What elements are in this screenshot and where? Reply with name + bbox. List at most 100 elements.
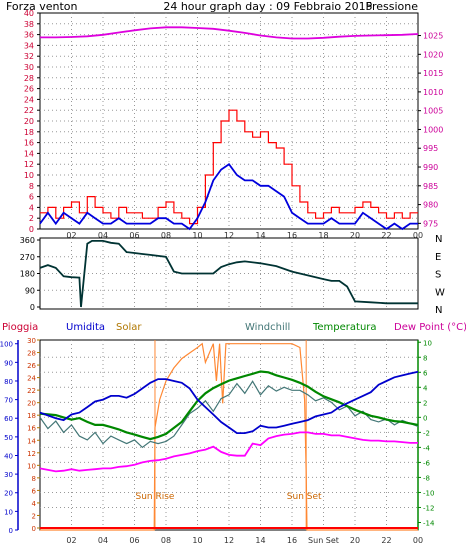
pressure-tick-label: 1025 — [423, 32, 443, 41]
solar-tick-label: 14 — [27, 437, 36, 445]
wind-tick-label: 0 — [29, 225, 34, 234]
compass-label: W — [435, 287, 445, 298]
solar-tick-label: 6 — [32, 487, 37, 495]
temperature-tick-label: -4 — [423, 444, 431, 452]
wind-tick-label: 26 — [24, 85, 34, 94]
legend-label: Temperatura — [312, 322, 377, 333]
solar-tick-label: 16 — [27, 425, 36, 433]
temperature-tick-label: 0 — [423, 414, 427, 422]
solar-tick-label: 26 — [27, 362, 36, 370]
wind-tick-label: 22 — [24, 106, 34, 115]
x-tick-label: 16 — [287, 231, 297, 240]
legend-label: Solar — [116, 322, 142, 333]
x-tick-label: 14 — [255, 231, 265, 240]
legend-label: Umidita — [66, 322, 105, 333]
x-tick-label: 08 — [161, 231, 171, 240]
temperature-tick-label: 6 — [423, 369, 428, 377]
temperature-tick-label: -6 — [423, 459, 431, 467]
temperature-tick-label: 10 — [423, 339, 432, 347]
solar-tick-label: 30 — [27, 337, 36, 345]
sun-rise-label: Sun Rise — [135, 492, 174, 502]
wind-tick-label: 28 — [24, 74, 34, 83]
legend-label: Dew Point (°C) — [394, 322, 466, 333]
x-tick-label: 22 — [381, 536, 391, 545]
x-tick-label: 18 — [318, 231, 328, 240]
x-tick-label: 04 — [98, 231, 108, 240]
pressure-tick-label: 1005 — [423, 107, 443, 116]
humidity-tick-label: 80 — [4, 378, 13, 386]
wind-tick-label: 14 — [24, 149, 34, 158]
temperature-tick-label: -2 — [423, 429, 430, 437]
wind-tick-label: 34 — [24, 41, 34, 50]
humidity-tick-label: 20 — [4, 490, 13, 498]
wind-tick-label: 8 — [29, 182, 34, 191]
humidity-tick-label: 60 — [4, 415, 13, 423]
humidity-tick-label: 30 — [4, 471, 13, 479]
wind-tick-label: 32 — [24, 52, 34, 61]
x-tick-label: 10 — [192, 231, 202, 240]
temperature-tick-label: 4 — [423, 384, 428, 392]
solar-tick-label: 2 — [32, 512, 36, 520]
wind-tick-label: 36 — [24, 31, 34, 40]
solar-tick-label: 22 — [27, 387, 36, 395]
wind-gust-line — [40, 109, 418, 225]
x-tick-label: 14 — [255, 536, 265, 545]
x-tick-label: 04 — [98, 536, 108, 545]
solar-tick-label: 24 — [27, 375, 36, 383]
pressure-tick-label: 1000 — [423, 125, 443, 134]
temperature-tick-label: -10 — [423, 489, 434, 497]
temperature-tick-label: 2 — [423, 399, 427, 407]
humidity-tick-label: 10 — [4, 508, 13, 516]
solar-tick-label: 8 — [32, 475, 36, 483]
wind-tick-label: 30 — [24, 63, 34, 72]
wind-tick-label: 20 — [24, 117, 34, 126]
direction-tick-label: 180 — [20, 270, 35, 279]
pressure-tick-label: 1010 — [423, 88, 443, 97]
pressure-tick-label: 1020 — [423, 50, 443, 59]
humidity-tick-label: 90 — [4, 359, 13, 367]
wind-direction-line — [39, 240, 418, 308]
solar-tick-label: 10 — [27, 462, 36, 470]
x-tick-label: 08 — [161, 536, 171, 545]
legend-label: Pioggia — [2, 322, 38, 333]
humidity-tick-label: 50 — [4, 434, 13, 442]
pressure-axis-label: Pressione — [366, 0, 419, 13]
humidity-tick-label: 0 — [9, 527, 13, 535]
windchill-line — [39, 380, 419, 449]
humidity-line — [39, 370, 419, 434]
wind-tick-label: 40 — [24, 9, 34, 18]
compass-label: E — [435, 252, 441, 263]
compass-label: N — [435, 234, 442, 245]
temperature-line — [39, 370, 419, 441]
legend-label: Windchill — [245, 322, 290, 333]
solar-tick-label: 0 — [32, 525, 36, 533]
direction-tick-label: 360 — [20, 236, 35, 245]
pressure-line — [40, 26, 419, 40]
legend: Pioggia Umidita Solar Windchill Temperatura D… — [2, 322, 466, 333]
wind-tick-label: 6 — [29, 193, 34, 202]
compass-label: N — [435, 305, 442, 316]
x-tick-label: 10 — [192, 536, 202, 545]
pressure-tick-label: 975 — [423, 219, 438, 228]
wind-tick-label: 12 — [24, 160, 34, 169]
solar-tick-label: 20 — [27, 400, 36, 408]
x-tick-label: 12 — [224, 231, 234, 240]
wind-tick-label: 4 — [29, 203, 34, 212]
wind-axis-label: Forza venton — [6, 0, 77, 13]
pressure-tick-label: 1015 — [423, 69, 443, 78]
temperature-tick-label: -14 — [423, 519, 435, 527]
pressure-tick-label: 985 — [423, 182, 438, 191]
humidity-tick-label: 100 — [0, 341, 13, 349]
solar-tick-label: 4 — [32, 500, 37, 508]
chart-title: 24 hour graph day : 09 Febbraio 2015 — [163, 0, 372, 13]
x-tick-label: 06 — [129, 536, 139, 545]
wind-tick-label: 2 — [29, 214, 34, 223]
wind-tick-label: 38 — [24, 20, 34, 29]
solar-tick-label: 12 — [27, 450, 36, 458]
direction-tick-label: 0 — [30, 303, 35, 312]
temperature-tick-label: -8 — [423, 474, 430, 482]
x-tick-label: 22 — [381, 231, 391, 240]
humidity-tick-label: 40 — [4, 452, 13, 460]
